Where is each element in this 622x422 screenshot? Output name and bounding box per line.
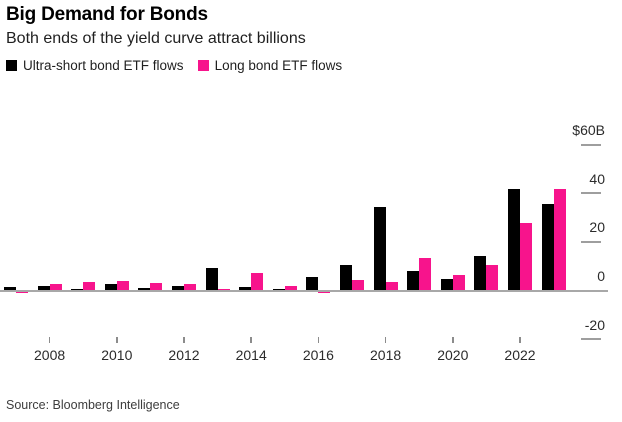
bar-long-2010 — [116, 281, 129, 290]
bar-ultra-short-2012 — [172, 286, 184, 290]
bar-ultra-short-2013 — [205, 268, 218, 290]
x-axis-tick — [116, 337, 118, 343]
bar-ultra-short-2008 — [37, 286, 50, 290]
bar-long-2016 — [318, 291, 331, 293]
bar-long-2018 — [385, 281, 398, 290]
bar-long-2013 — [217, 289, 230, 290]
bar-ultra-short-2016 — [306, 277, 319, 290]
legend-label-ultra-short: Ultra-short bond ETF flows — [23, 58, 184, 73]
bar-long-2019 — [419, 258, 432, 290]
bar-long-2017 — [352, 280, 364, 290]
y-axis-tick — [581, 143, 601, 146]
page-subtitle: Both ends of the yield curve attract bil… — [6, 30, 306, 47]
x-axis-label: 2016 — [302, 347, 334, 363]
page-title: Big Demand for Bonds — [6, 4, 208, 25]
x-axis-label: 2014 — [235, 347, 267, 363]
bar-ultra-short-2007 — [4, 287, 16, 290]
x-axis-tick — [48, 337, 51, 343]
y-axis-label: -20 — [584, 316, 605, 333]
bar-ultra-short-2023 — [541, 203, 554, 290]
bar-ultra-short-2014 — [239, 287, 252, 290]
bar-long-2012 — [184, 283, 196, 290]
bar-ultra-short-2010 — [104, 284, 117, 290]
legend-label-long: Long bond ETF flows — [214, 58, 343, 73]
bar-ultra-short-2019 — [407, 271, 420, 290]
y-axis-tick — [581, 192, 601, 195]
bar-long-2008 — [49, 283, 62, 290]
x-axis-tick — [317, 337, 320, 343]
y-axis-label: 40 — [589, 170, 605, 187]
x-axis-label: 2018 — [370, 347, 402, 363]
bar-ultra-short-2015 — [272, 288, 285, 290]
x-axis-tick — [384, 337, 387, 343]
legend-item-ultra-short: Ultra-short bond ETF flows — [6, 58, 184, 73]
x-axis-tick — [250, 337, 252, 343]
legend-swatch-ultra-short — [6, 60, 17, 71]
x-axis-label: 2022 — [504, 347, 536, 363]
bar-long-2023 — [553, 189, 566, 290]
y-axis-label: 20 — [589, 219, 605, 236]
bar-ultra-short-2022 — [508, 189, 520, 290]
x-axis-tick — [519, 337, 521, 343]
bar-ultra-short-2009 — [71, 288, 84, 290]
x-axis-label: 2008 — [34, 347, 66, 363]
x-axis-tick — [452, 337, 454, 343]
x-axis-tick — [183, 337, 185, 343]
bar-long-2021 — [486, 265, 499, 290]
bar-ultra-short-2020 — [440, 279, 453, 290]
legend-swatch-long — [197, 60, 209, 71]
bar-ultra-short-2021 — [474, 255, 487, 290]
bar-ultra-short-2018 — [373, 207, 386, 290]
bar-long-2015 — [284, 286, 297, 290]
bar-long-2022 — [520, 222, 532, 290]
x-axis-label: 2012 — [168, 347, 200, 363]
bar-long-2011 — [150, 282, 163, 290]
y-axis-tick — [581, 338, 601, 341]
bar-long-2020 — [452, 275, 465, 290]
legend: Ultra-short bond ETF flows Long bond ETF… — [6, 58, 342, 73]
bar-long-2014 — [251, 272, 264, 290]
y-axis-tick — [581, 240, 601, 243]
bar-ultra-short-2017 — [340, 265, 352, 290]
x-axis-line — [0, 289, 608, 292]
bar-ultra-short-2011 — [138, 288, 151, 290]
source-note: Source: Bloomberg Intelligence — [6, 398, 180, 412]
y-axis-label: $60B — [572, 122, 605, 139]
y-axis-label: 0 — [597, 268, 605, 284]
x-axis-label: 2020 — [437, 347, 469, 363]
bar-long-2007 — [16, 291, 28, 294]
bar-long-2009 — [83, 281, 96, 290]
legend-item-long: Long bond ETF flows — [197, 58, 343, 73]
x-axis-label: 2010 — [101, 347, 133, 363]
